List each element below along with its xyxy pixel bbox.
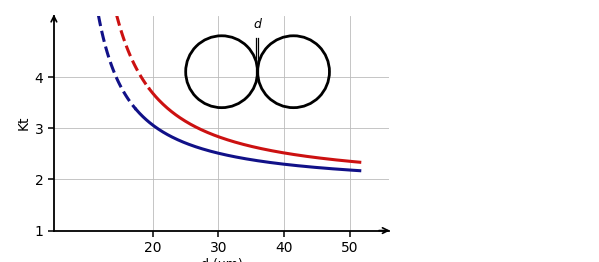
X-axis label: d (μm): d (μm) [201,258,243,262]
Text: d: d [253,18,262,31]
Y-axis label: Kt: Kt [16,116,31,130]
